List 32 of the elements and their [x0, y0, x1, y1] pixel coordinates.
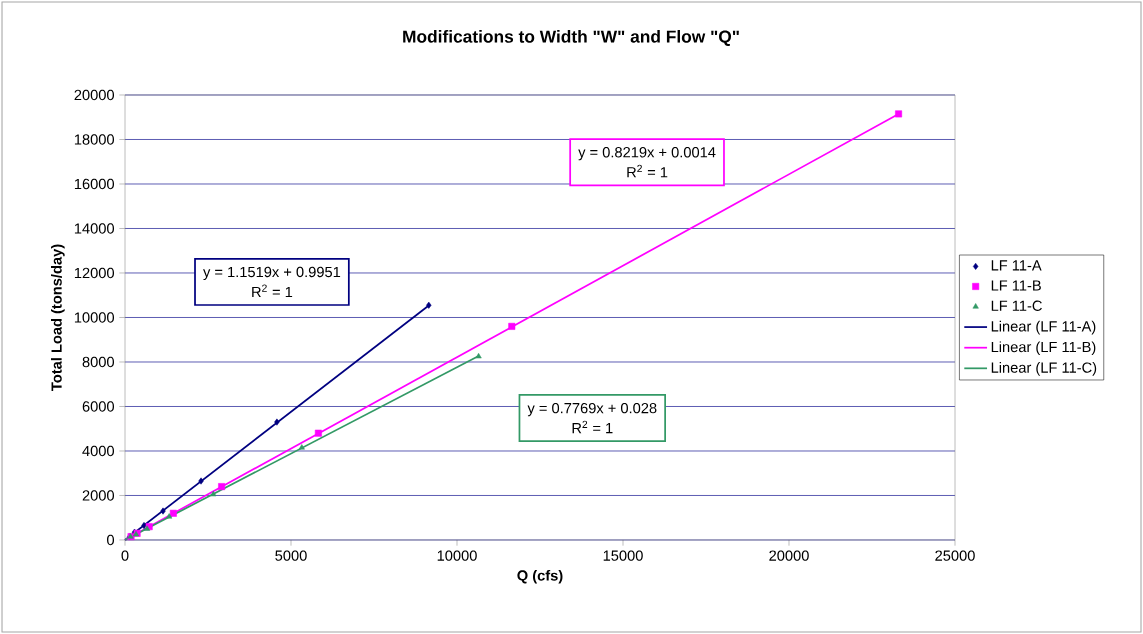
annotation: y = 1.1519x + 0.9951 — [203, 266, 341, 281]
annotation: R$^{2}$ = 1 — [572, 420, 613, 434]
legend-label: Linear (LF 11-B) — [991, 341, 1096, 356]
y-axis-title: Total Load (tons/day) — [51, 244, 65, 391]
x-tick-label: 20000 — [769, 550, 809, 561]
y-tick-label: 2000 — [82, 490, 115, 501]
y-tick-label: 6000 — [82, 401, 115, 412]
y-tick-label: 8000 — [82, 356, 115, 368]
annotation: R$^{2}$ = 1 — [252, 284, 293, 298]
y-tick-label: 0 — [107, 534, 115, 546]
x-tick-label: 25000 — [935, 550, 975, 561]
legend-label: Linear (LF 11-C) — [991, 362, 1097, 376]
x-axis-title: Q (cfs) — [517, 569, 563, 584]
x-tick-label: 15000 — [603, 550, 643, 561]
annotation: R$^{2}$ = 1 — [627, 164, 668, 178]
y-tick-label: 12000 — [74, 267, 115, 279]
legend-label: Linear (LF 11-A) — [991, 320, 1096, 335]
y-tick-label: 16000 — [74, 178, 115, 190]
annotation: y = 0.7769x + 0.028 — [527, 402, 657, 417]
chart-title: Modifications to Width "W" and Flow "Q" — [403, 29, 739, 46]
x-tick-label: 5000 — [275, 550, 307, 561]
y-tick-label: 14000 — [74, 223, 115, 234]
annotation: y = 0.8219x + 0.0014 — [578, 147, 716, 161]
x-tick-label: 10000 — [437, 550, 477, 561]
y-tick-label: 4000 — [82, 445, 115, 457]
x-tick-label: 0 — [121, 550, 129, 561]
legend-label: LF 11-A — [991, 260, 1042, 271]
y-tick-label: 10000 — [74, 312, 115, 323]
legend-label: LF 11-C — [991, 300, 1042, 311]
y-tick-label: 18000 — [74, 134, 115, 145]
y-tick-label: 20000 — [74, 89, 115, 101]
legend-label: LF 11-B — [991, 280, 1041, 291]
